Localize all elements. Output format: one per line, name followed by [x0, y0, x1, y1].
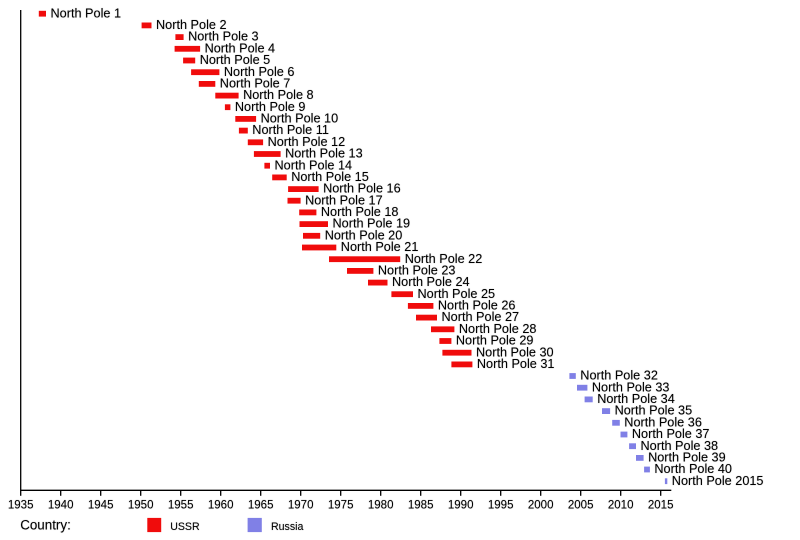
svg-text:North Pole 23: North Pole 23: [378, 264, 456, 278]
svg-text:North Pole 11: North Pole 11: [252, 123, 329, 137]
svg-text:1995: 1995: [488, 500, 514, 512]
svg-text:2015: 2015: [648, 500, 674, 512]
svg-text:North Pole 10: North Pole 10: [261, 112, 339, 126]
svg-text:1985: 1985: [408, 500, 434, 512]
svg-text:North Pole 16: North Pole 16: [323, 182, 401, 196]
svg-text:North Pole 8: North Pole 8: [243, 88, 314, 102]
svg-text:North Pole 12: North Pole 12: [268, 135, 346, 149]
svg-text:North Pole 22: North Pole 22: [405, 252, 483, 266]
svg-text:North Pole 38: North Pole 38: [641, 439, 719, 453]
svg-text:North Pole 40: North Pole 40: [654, 462, 732, 476]
svg-text:2000: 2000: [528, 500, 554, 512]
svg-text:1950: 1950: [128, 500, 154, 512]
svg-text:North Pole 19: North Pole 19: [333, 217, 411, 231]
svg-text:North Pole 37: North Pole 37: [632, 427, 710, 441]
svg-text:North Pole 39: North Pole 39: [648, 451, 726, 465]
svg-text:1945: 1945: [88, 500, 114, 512]
svg-text:North Pole 18: North Pole 18: [321, 205, 399, 219]
svg-text:North Pole 13: North Pole 13: [285, 147, 363, 161]
svg-text:1960: 1960: [208, 500, 234, 512]
svg-text:North Pole 36: North Pole 36: [624, 415, 702, 429]
svg-text:North Pole 24: North Pole 24: [392, 275, 470, 289]
svg-text:2010: 2010: [608, 500, 634, 512]
svg-text:North Pole 32: North Pole 32: [580, 369, 658, 383]
svg-text:North Pole 2015: North Pole 2015: [672, 474, 764, 488]
svg-text:North Pole 6: North Pole 6: [224, 65, 295, 79]
svg-text:1975: 1975: [328, 500, 354, 512]
svg-text:North Pole 27: North Pole 27: [442, 310, 520, 324]
svg-text:1990: 1990: [448, 500, 474, 512]
svg-text:North Pole 26: North Pole 26: [438, 299, 516, 313]
svg-text:North Pole 14: North Pole 14: [275, 158, 353, 172]
svg-text:Russia: Russia: [271, 521, 303, 533]
svg-text:North Pole 1: North Pole 1: [51, 6, 122, 20]
svg-text:North Pole 30: North Pole 30: [476, 345, 554, 359]
svg-text:USSR: USSR: [170, 521, 200, 533]
svg-text:North Pole 21: North Pole 21: [341, 240, 419, 254]
svg-text:North Pole 20: North Pole 20: [325, 228, 403, 242]
svg-text:North Pole 34: North Pole 34: [597, 392, 675, 406]
svg-text:1940: 1940: [48, 500, 74, 512]
svg-text:North Pole 17: North Pole 17: [305, 193, 383, 207]
svg-text:North Pole 3: North Pole 3: [188, 30, 259, 44]
svg-text:North Pole 33: North Pole 33: [592, 380, 670, 394]
svg-text:Country:: Country:: [20, 517, 71, 532]
svg-text:1955: 1955: [168, 500, 194, 512]
svg-text:North Pole 25: North Pole 25: [418, 287, 496, 301]
svg-text:North Pole 2: North Pole 2: [156, 18, 227, 32]
svg-text:North Pole 31: North Pole 31: [477, 357, 555, 371]
svg-text:North Pole 29: North Pole 29: [456, 334, 534, 348]
svg-text:North Pole 9: North Pole 9: [235, 100, 306, 114]
svg-text:North Pole 28: North Pole 28: [459, 322, 537, 336]
svg-text:North Pole 15: North Pole 15: [291, 170, 369, 184]
svg-text:1980: 1980: [368, 500, 394, 512]
svg-text:North Pole 35: North Pole 35: [615, 404, 693, 418]
svg-text:2005: 2005: [568, 500, 594, 512]
svg-text:1965: 1965: [248, 500, 274, 512]
svg-text:North Pole 4: North Pole 4: [205, 41, 276, 55]
svg-text:North Pole 5: North Pole 5: [200, 53, 271, 67]
svg-text:1970: 1970: [288, 500, 314, 512]
svg-text:North Pole 7: North Pole 7: [220, 77, 291, 91]
svg-text:1935: 1935: [8, 500, 34, 512]
